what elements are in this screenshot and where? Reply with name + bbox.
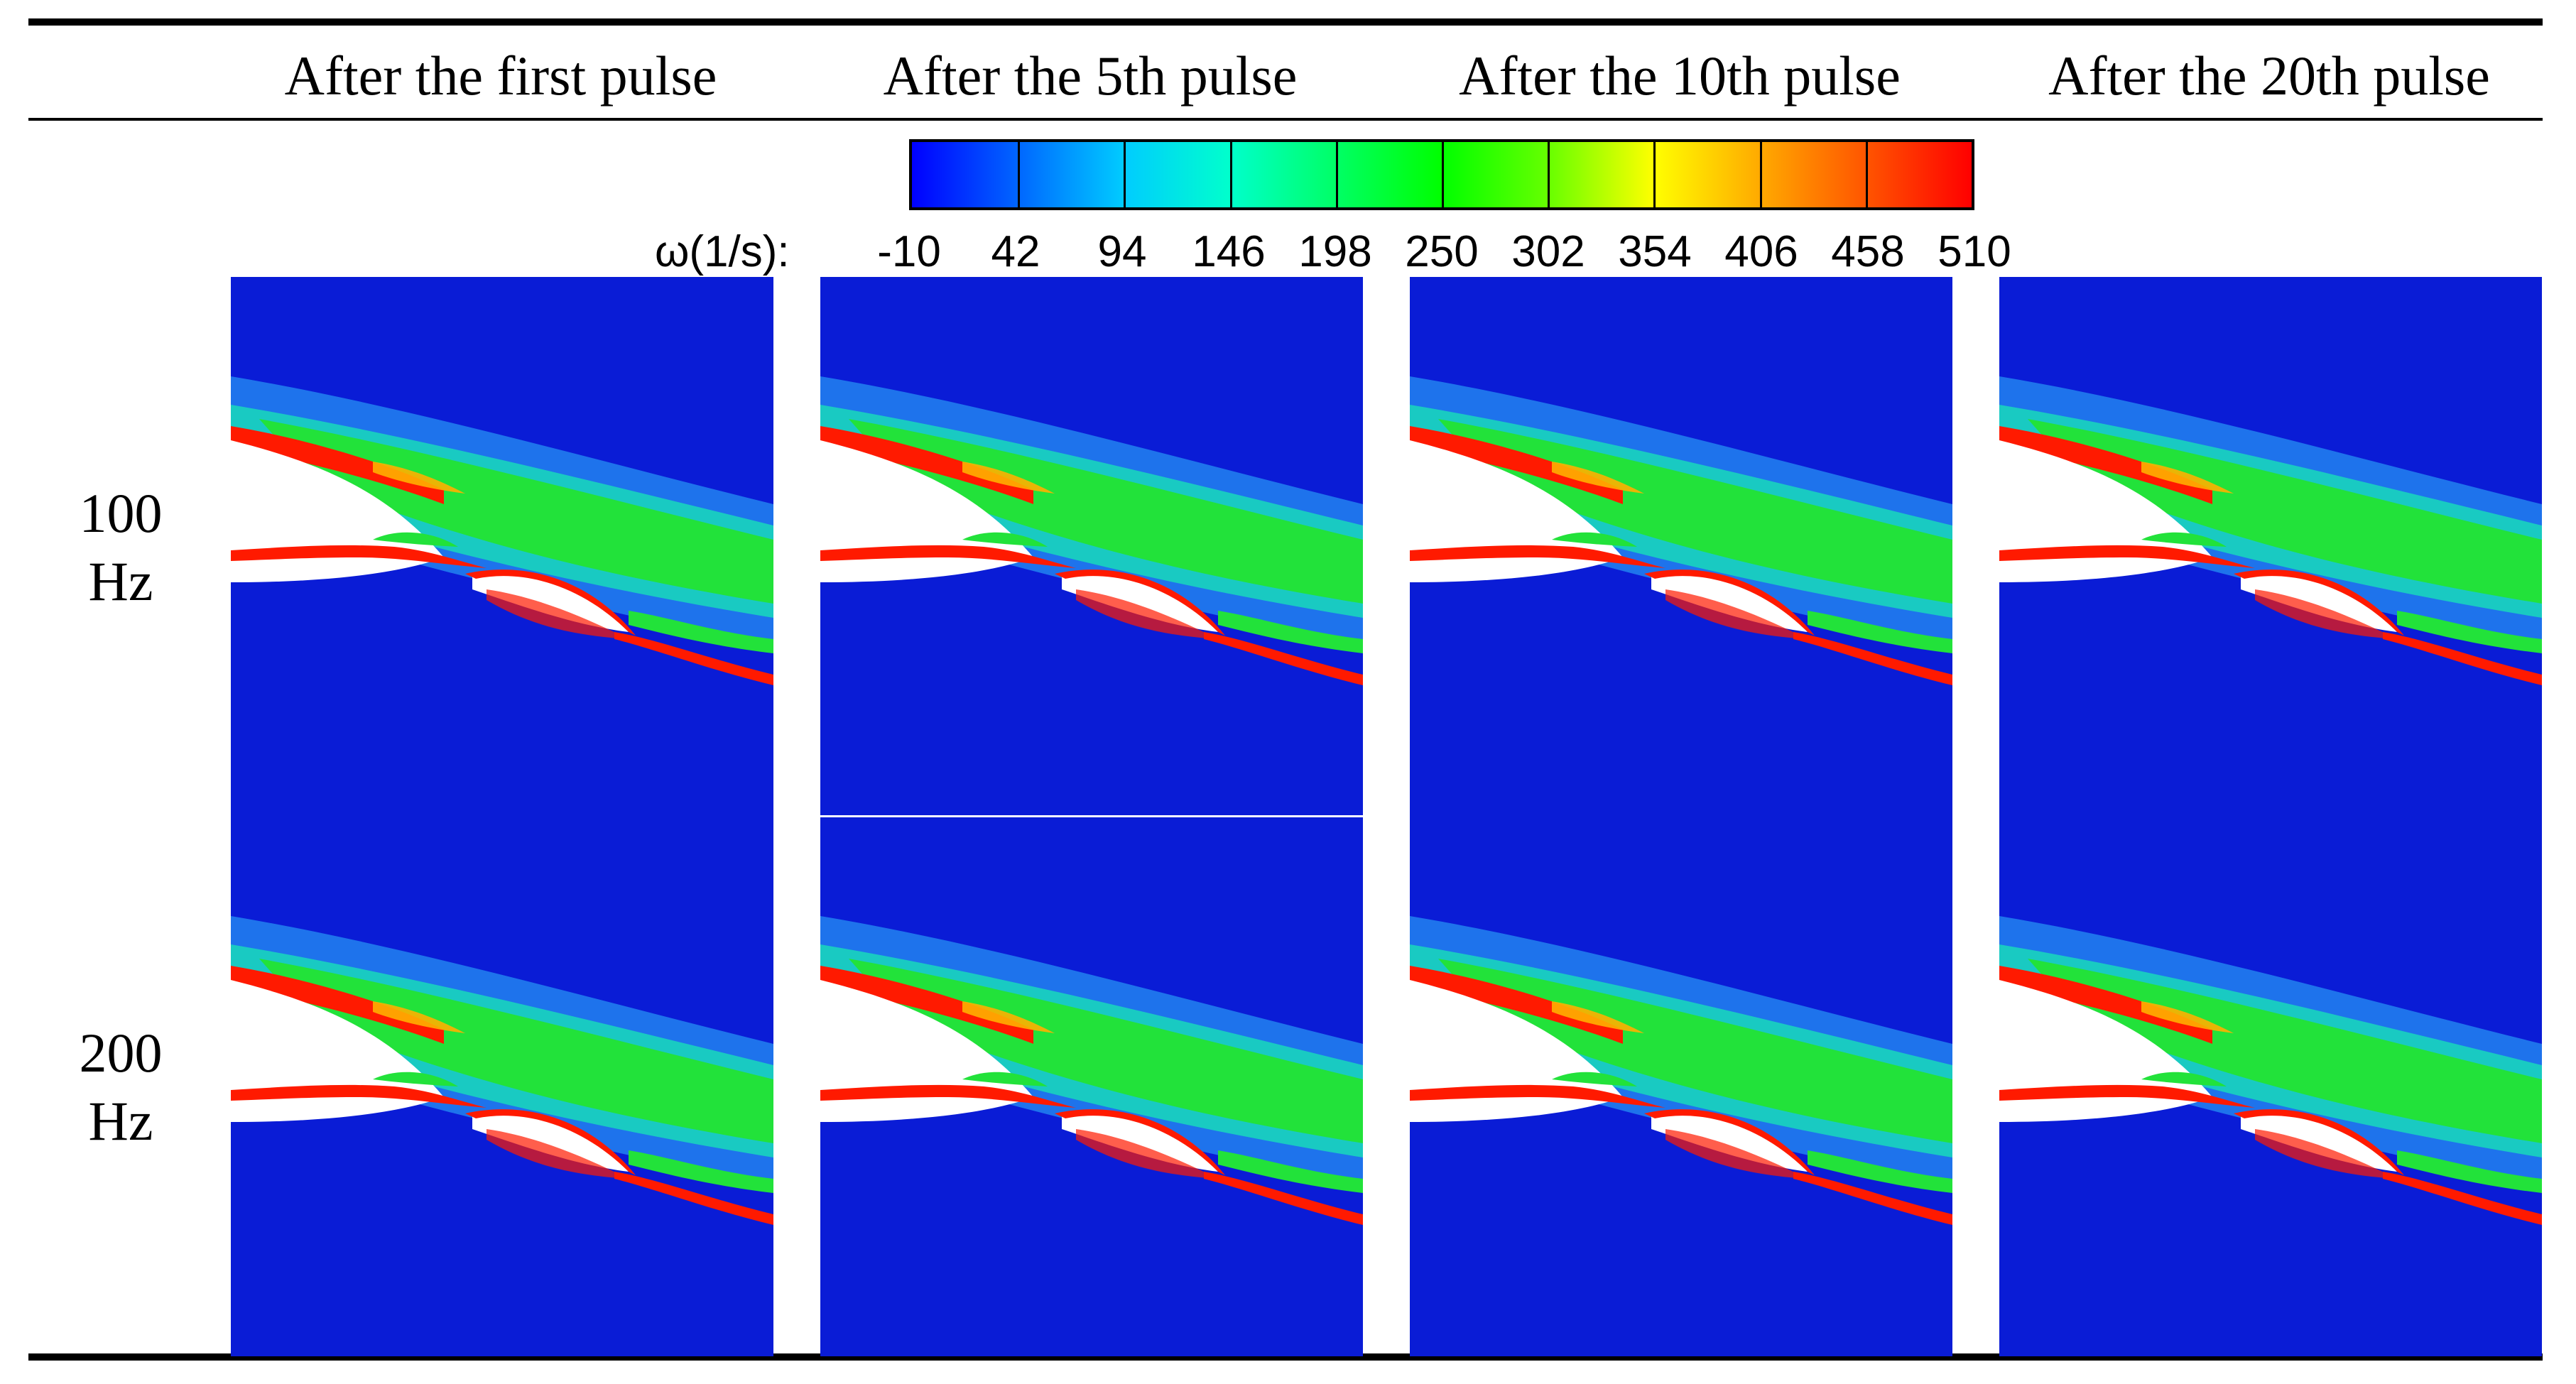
colorbar-tick-label: -10 (877, 227, 941, 276)
colorbar-divider (1229, 142, 1232, 207)
vorticity-panel-100hz-5th-pulse (820, 277, 1363, 817)
vorticity-panel-200hz-10th-pulse (1410, 817, 1952, 1356)
row-label-200hz-unit: Hz (88, 1090, 153, 1152)
bottom-rule (28, 1353, 2543, 1361)
top-rule (28, 18, 2543, 26)
row-label-100hz-value: 100 (79, 482, 163, 544)
colorbar-divider (1865, 142, 1868, 207)
colorbar-divider (1335, 142, 1338, 207)
vorticity-panel-100hz-10th-pulse (1410, 277, 1952, 817)
colorbar-tick-label: 354 (1618, 227, 1692, 276)
colorbar-divider (1442, 142, 1444, 207)
colorbar-divider (1653, 142, 1656, 207)
column-header-first-pulse: After the first pulse (284, 45, 717, 107)
colorbar-divider (1124, 142, 1126, 207)
vorticity-panel-100hz-first-pulse (231, 277, 773, 817)
colorbar-tick-label: 250 (1405, 227, 1479, 276)
column-header-10th-pulse: After the 10th pulse (1459, 45, 1901, 107)
row-label-100hz: 100 Hz (50, 479, 192, 616)
header-rule (28, 118, 2543, 121)
row-label-200hz-value: 200 (79, 1022, 163, 1084)
panel-seam (820, 815, 1363, 817)
colorbar-divider (1018, 142, 1021, 207)
row-label-100hz-unit: Hz (88, 550, 153, 612)
column-header-5th-pulse: After the 5th pulse (883, 45, 1298, 107)
column-header-20th-pulse: After the 20th pulse (2048, 45, 2490, 107)
colorbar-tick-label: 302 (1511, 227, 1585, 276)
vorticity-panel-100hz-20th-pulse (1999, 277, 2542, 817)
colorbar-tick-label: 42 (991, 227, 1040, 276)
vorticity-panel-200hz-5th-pulse (820, 817, 1363, 1356)
vorticity-panel-200hz-first-pulse (231, 817, 773, 1356)
colorbar-tick-label: 198 (1298, 227, 1372, 276)
colorbar-divider (1548, 142, 1550, 207)
colorbar-tick-label: 146 (1192, 227, 1266, 276)
colorbar-tick-label: 458 (1831, 227, 1905, 276)
colorbar-title: ω(1/s): (655, 227, 790, 276)
row-label-200hz: 200 Hz (50, 1019, 192, 1155)
colorbar-tick-label: 510 (1938, 227, 2011, 276)
colorbar-tick-label: 406 (1724, 227, 1798, 276)
vorticity-panel-200hz-20th-pulse (1999, 817, 2542, 1356)
colorbar-tick-label: 94 (1097, 227, 1147, 276)
vorticity-colorbar (909, 139, 1974, 210)
colorbar-divider (1759, 142, 1762, 207)
